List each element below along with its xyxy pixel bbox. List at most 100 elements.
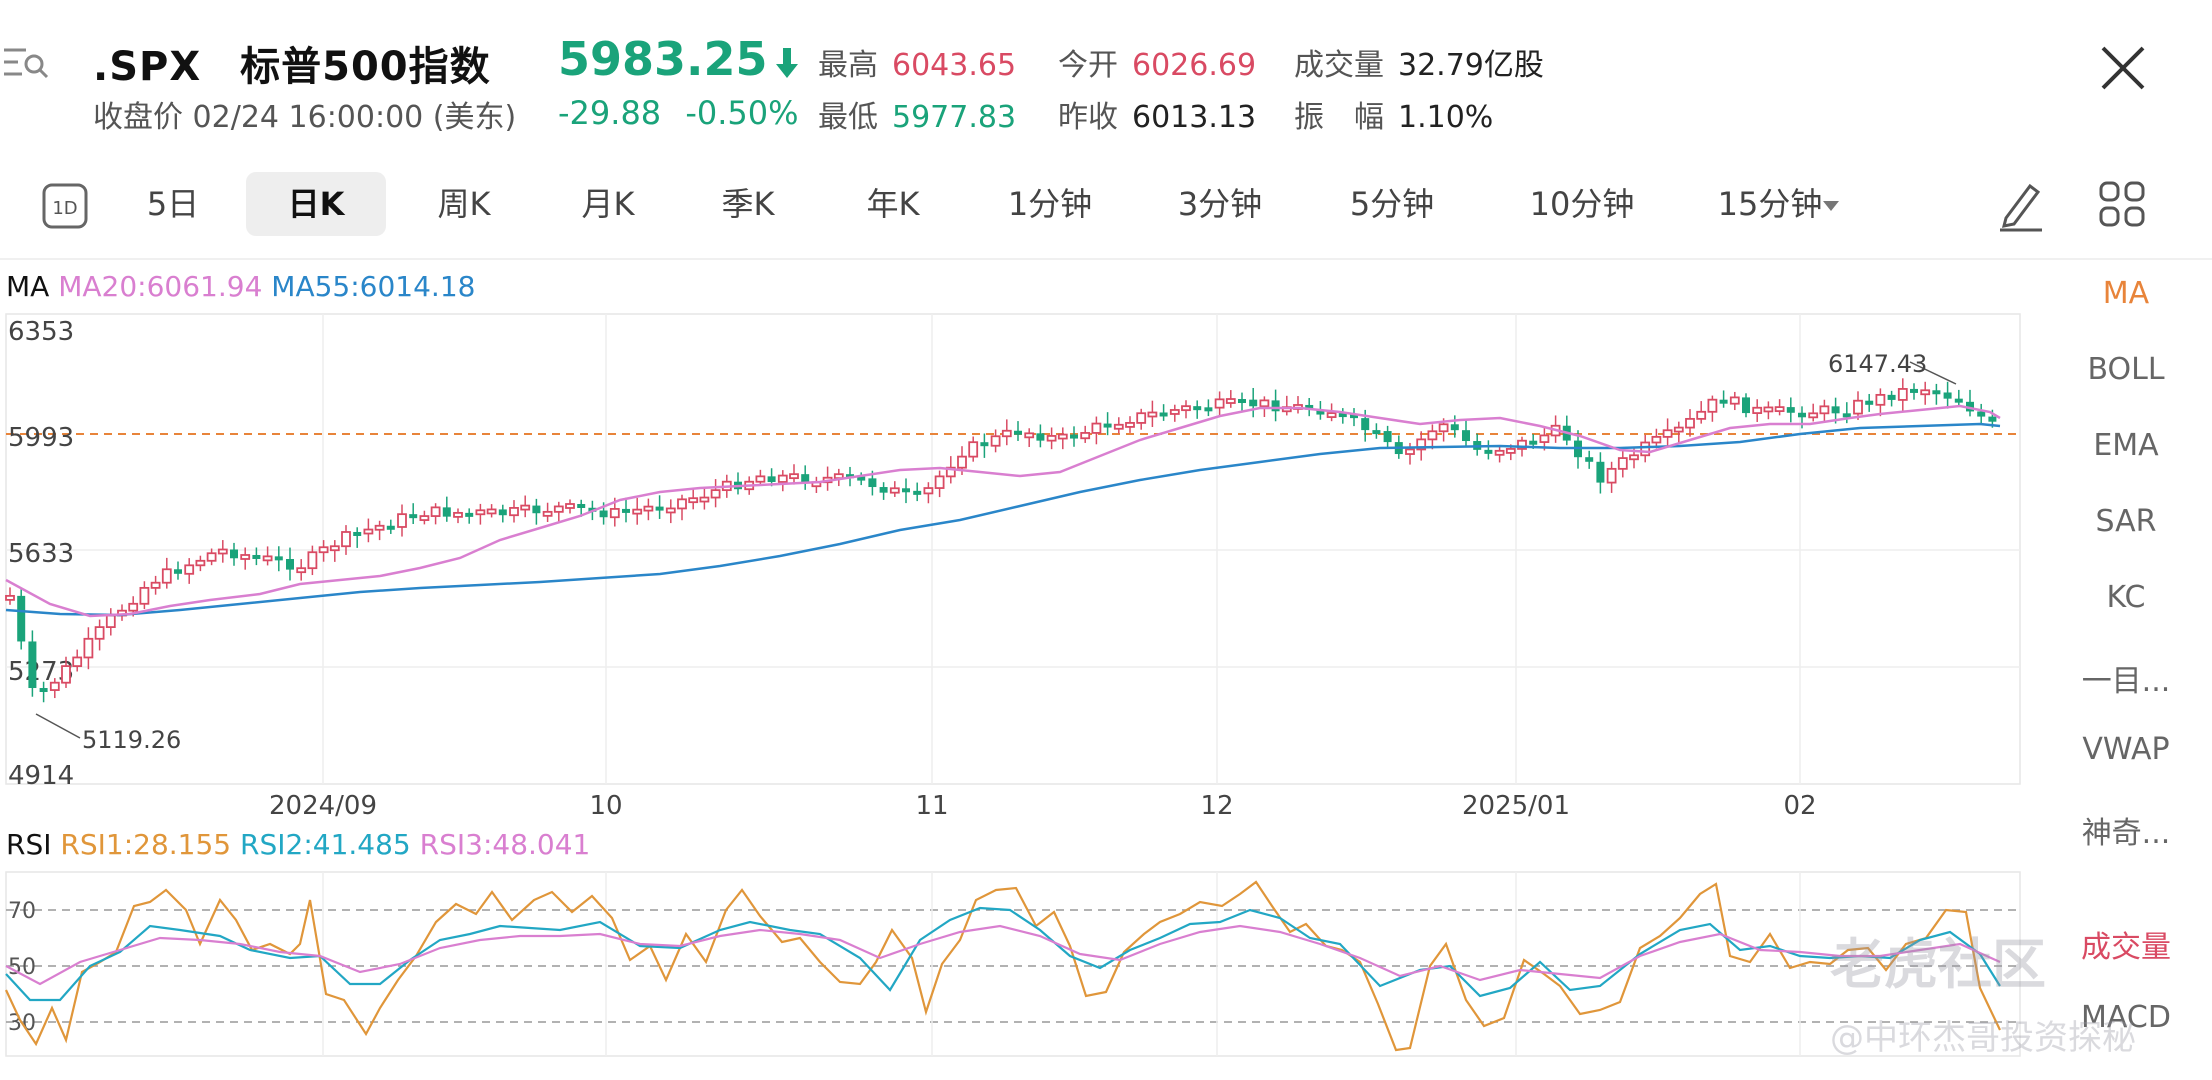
close-status: 收盘价 02/24 16:00:00 (美东)	[93, 100, 517, 135]
candle-body	[1842, 413, 1851, 418]
period-tabs: 1D 5日 日K 周K 月K 季K 年K 1分钟 3分钟 5分钟 10分钟 15…	[0, 172, 2212, 242]
tab-15-minute[interactable]: 15分钟	[1717, 185, 1823, 223]
candle-body	[1585, 457, 1594, 462]
indicator-macd[interactable]: MACD	[2081, 1000, 2171, 1035]
high-label: 6147.43	[1828, 350, 1927, 378]
price-axis-label: 5993	[8, 423, 74, 453]
candle-body	[39, 688, 48, 693]
indicator-ma[interactable]: MA	[2102, 276, 2150, 311]
symbol-code: .SPX	[93, 44, 202, 90]
tab-10-minute[interactable]: 10分钟	[1529, 185, 1635, 223]
candle-body	[1181, 405, 1191, 412]
candle-body	[1819, 405, 1830, 415]
tab-weekly-k[interactable]: 周K	[437, 185, 491, 223]
pencil-draw-icon[interactable]	[1996, 178, 2046, 232]
candle-body	[105, 614, 116, 628]
candle-body	[1954, 398, 1963, 403]
candle-body	[789, 473, 799, 480]
indicator-volume[interactable]: 成交量	[2081, 930, 2171, 965]
grid-layout-icon[interactable]	[2098, 180, 2146, 228]
candle-body	[801, 474, 810, 483]
candle-body	[1505, 448, 1516, 454]
candle-body	[1372, 430, 1381, 435]
candle-body	[1719, 399, 1728, 404]
candle-body	[1910, 388, 1918, 393]
candle-body	[1707, 398, 1718, 413]
indicator-sar[interactable]: SAR	[2095, 504, 2157, 539]
stat-volume: 成交量 32.79亿股	[1294, 48, 1544, 83]
tab-monthly-k[interactable]: 月K	[581, 185, 635, 223]
candle-body	[486, 508, 497, 515]
indicator-kc[interactable]: KC	[2106, 580, 2146, 615]
tab-5-day[interactable]: 5日	[146, 185, 200, 223]
indicator-boll[interactable]: BOLL	[2087, 352, 2165, 387]
menu-icon[interactable]	[0, 42, 50, 82]
candle-body	[83, 637, 94, 659]
candle-body	[286, 559, 294, 570]
candle-body	[161, 568, 172, 584]
candle-body	[1416, 438, 1427, 451]
close-icon[interactable]	[2095, 40, 2151, 96]
indicator-vwap[interactable]: VWAP	[2082, 732, 2170, 767]
rsi3-value: RSI3:48.041	[419, 828, 591, 861]
candle-body	[889, 487, 900, 494]
calendar-1d-icon: 1D	[42, 183, 88, 229]
stat-low: 最低 5977.83	[818, 100, 1017, 135]
price-axis-label: 5633	[8, 539, 74, 569]
candle-body	[240, 554, 251, 560]
header-divider	[0, 258, 2212, 260]
candle-body	[1752, 406, 1763, 414]
dropdown-caret-icon[interactable]	[1822, 200, 1840, 212]
svg-text:1D: 1D	[52, 198, 77, 219]
candle-body	[1350, 414, 1358, 419]
candle-body	[1853, 399, 1863, 415]
tab-yearly-k[interactable]: 年K	[866, 185, 920, 223]
rsi2-line	[5, 906, 2001, 1002]
candle-body	[217, 548, 228, 555]
price-change: -29.88 -0.50%	[558, 94, 799, 132]
price-chart[interactable]: 6353 5993 5633 5273 4914 2024/09 10 11 1…	[5, 313, 2021, 821]
candle-body	[61, 665, 71, 684]
candle-body	[868, 478, 877, 488]
tab-5-minute[interactable]: 5分钟	[1349, 185, 1435, 223]
candle-body	[341, 531, 351, 548]
candle-body	[1338, 413, 1347, 418]
candle-body	[1606, 467, 1617, 484]
stat-high: 最高 6043.65	[818, 48, 1017, 83]
rsi-axis-label: 50	[8, 955, 36, 980]
candle-body	[184, 564, 195, 575]
date-axis-label: 02	[1783, 791, 1816, 821]
rsi-chart[interactable]: 70 50 30	[5, 871, 2021, 1057]
candle-body	[990, 435, 1001, 447]
indicator-magic[interactable]: 神奇...	[2081, 816, 2171, 851]
candle-body	[1225, 398, 1236, 404]
candle-body	[1786, 407, 1795, 413]
tab-quarterly-k[interactable]: 季K	[721, 185, 775, 223]
tab-3-minute[interactable]: 3分钟	[1177, 185, 1263, 223]
candle-body	[1831, 406, 1840, 414]
candle-body	[957, 455, 967, 469]
candle-body	[374, 524, 385, 531]
change-pct: -0.50%	[685, 94, 799, 132]
candle-body	[230, 549, 238, 559]
candle-body	[1014, 430, 1022, 435]
candle-body	[139, 586, 150, 605]
candle-body	[1943, 392, 1952, 399]
candle-body	[913, 490, 922, 495]
indicator-ema[interactable]: EMA	[2093, 428, 2159, 463]
ma20-line	[5, 404, 2001, 618]
stat-prev-close: 昨收 6013.13	[1058, 100, 1257, 135]
indicator-ichimoku[interactable]: 一目...	[2081, 664, 2171, 699]
period-1d-button[interactable]: 1D	[40, 172, 90, 236]
chart-canvas[interactable]: 6353 5993 5633 5273 4914 2024/09 10 11 1…	[0, 0, 2040, 1080]
candle-body	[195, 559, 206, 567]
candle-body	[150, 581, 161, 589]
tab-1-minute[interactable]: 1分钟	[1007, 185, 1093, 223]
candle-body	[1988, 416, 1997, 422]
candle-body	[599, 510, 608, 518]
symbol-name: 标普500指数	[240, 44, 491, 90]
tab-daily-k[interactable]: 日K	[246, 172, 386, 236]
date-axis-label: 10	[589, 791, 622, 821]
candle-body	[677, 498, 687, 510]
candle-body	[902, 488, 910, 493]
